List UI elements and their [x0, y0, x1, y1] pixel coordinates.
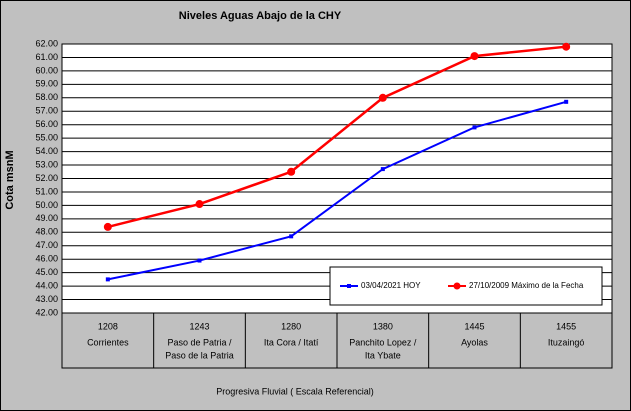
- x-tick-label: 1445: [464, 321, 484, 331]
- x-tick-label: 1280: [281, 321, 301, 331]
- marker: [195, 200, 204, 209]
- y-tick-label: 42.00: [35, 307, 58, 317]
- marker: [378, 93, 387, 102]
- y-tick-label: 43.00: [35, 294, 58, 304]
- category-name: Ita Ybate: [365, 350, 401, 360]
- legend-label: 03/04/2021 HOY: [361, 281, 421, 290]
- category-name: Ayolas: [461, 337, 488, 347]
- y-tick-label: 45.00: [35, 267, 58, 277]
- y-tick-label: 46.00: [35, 254, 58, 264]
- x-axis-title: Progresiva Fluvial ( Escala Referencial): [216, 386, 374, 396]
- x-tick-label: 1243: [189, 321, 209, 331]
- y-tick-label: 59.00: [35, 79, 58, 89]
- y-tick-label: 52.00: [35, 173, 58, 183]
- marker: [287, 167, 296, 176]
- chart-title: Niveles Aguas Abajo de la CHY: [179, 10, 342, 22]
- legend-label: 27/10/2009 Máximo de la Fecha: [469, 281, 584, 290]
- y-tick-label: 62.00: [35, 38, 58, 48]
- x-tick-label: 1380: [373, 321, 393, 331]
- legend-marker: [347, 284, 351, 288]
- y-tick-label: 61.00: [35, 52, 58, 62]
- y-tick-label: 60.00: [35, 65, 58, 75]
- y-tick-label: 48.00: [35, 227, 58, 237]
- y-tick-label: 54.00: [35, 146, 58, 156]
- y-tick-label: 51.00: [35, 186, 58, 196]
- x-tick-label: 1455: [556, 321, 576, 331]
- marker: [197, 258, 202, 263]
- y-tick-label: 50.00: [35, 200, 58, 210]
- y-tick-label: 53.00: [35, 159, 58, 169]
- legend-marker: [453, 282, 461, 290]
- y-tick-label: 57.00: [35, 106, 58, 116]
- marker: [289, 234, 294, 239]
- y-axis-title: Cota msnM: [4, 150, 16, 209]
- y-tick-label: 49.00: [35, 213, 58, 223]
- category-name: Corrientes: [87, 337, 129, 347]
- marker: [470, 52, 479, 61]
- y-tick-label: 55.00: [35, 133, 58, 143]
- series-line: [107, 100, 567, 281]
- y-tick-label: 56.00: [35, 119, 58, 129]
- marker: [472, 125, 477, 130]
- x-tick-label: 1208: [98, 321, 118, 331]
- y-tick-label: 58.00: [35, 92, 58, 102]
- series-line: [107, 45, 567, 229]
- category-name: Ituzaingó: [548, 337, 585, 347]
- y-tick-label: 47.00: [35, 240, 58, 250]
- marker: [105, 277, 110, 282]
- category-name: Paso de la Patria: [165, 350, 234, 360]
- y-tick-label: 44.00: [35, 280, 58, 290]
- marker: [562, 42, 571, 51]
- marker: [380, 167, 385, 172]
- category-name: Panchito Lopez /: [349, 337, 417, 347]
- marker: [564, 99, 569, 104]
- category-name: Paso de Patria /: [167, 337, 232, 347]
- marker: [103, 222, 112, 231]
- category-name: Ita Cora / Itatí: [264, 337, 319, 347]
